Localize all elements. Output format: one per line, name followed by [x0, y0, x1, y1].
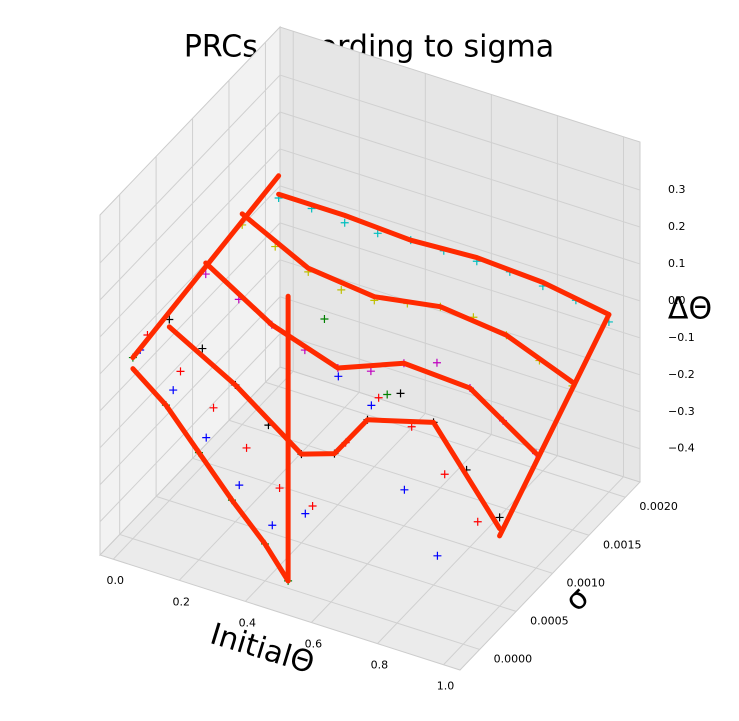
x-tick-label: 0.8: [371, 659, 389, 672]
grid-line: [279, 185, 641, 302]
fit-line: [166, 324, 503, 532]
grid-line: [279, 296, 641, 413]
fit-line: [276, 191, 612, 318]
z-tick-label: −0.3: [668, 405, 695, 418]
data-point: [400, 485, 409, 494]
data-point: [340, 218, 349, 227]
fit-line: [497, 312, 612, 539]
z-tick-label: 0.1: [668, 257, 686, 270]
data-point: [373, 229, 382, 238]
grid-line: [99, 74, 281, 264]
data-point: [301, 509, 310, 518]
y-tick-label: 0.0005: [530, 614, 569, 627]
data-point: [383, 390, 392, 399]
x-axis-label: InitialΘ: [206, 617, 318, 682]
grid-line: [279, 148, 641, 265]
y-tick-label: 0.0000: [494, 652, 533, 665]
data-point: [433, 551, 442, 560]
z-tick-label: −0.4: [668, 442, 695, 455]
data-point: [308, 501, 317, 510]
data-point: [495, 513, 504, 522]
grid-line: [99, 259, 281, 449]
z-tick-label: 0.2: [668, 220, 686, 233]
data-point: [268, 521, 277, 530]
data-point: [235, 481, 244, 490]
data-point: [242, 443, 251, 452]
grid-line: [443, 476, 624, 666]
grid-line: [244, 413, 426, 602]
z-tick-label: −0.2: [668, 368, 695, 381]
grid-line: [279, 222, 641, 339]
data-point: [407, 422, 416, 431]
x-tick-label: 1.0: [437, 680, 455, 693]
grid-line: [279, 333, 641, 450]
fit-line: [239, 211, 575, 385]
data-point: [366, 367, 375, 376]
x-tick-label: 0.6: [305, 638, 323, 651]
grid-line: [279, 74, 641, 191]
data-point: [176, 367, 185, 376]
z-tick-label: 0.3: [668, 183, 686, 196]
data-point: [337, 285, 346, 294]
data-point: [209, 403, 218, 412]
grid-line: [119, 533, 480, 650]
data-point: [275, 484, 284, 493]
x-tick-label: 0.0: [106, 574, 124, 587]
data-point: [374, 393, 383, 402]
data-point: [367, 401, 376, 410]
z-axis-label: ΔΘ: [668, 292, 712, 327]
z-tick-label: −0.1: [668, 331, 695, 344]
y-tick-label: 0.0020: [639, 500, 678, 513]
grid-line: [279, 111, 641, 228]
grid-line: [99, 148, 281, 338]
y-tick-label: 0.0010: [567, 576, 606, 589]
data-point: [169, 386, 178, 395]
x-tick-label: 0.4: [239, 616, 257, 629]
grid-line: [112, 370, 294, 560]
data-point: [473, 517, 482, 526]
y-tick-label: 0.0015: [603, 538, 642, 551]
fit-line: [203, 260, 539, 456]
data-point: [165, 315, 174, 324]
grid-line: [178, 391, 360, 581]
data-point: [198, 344, 207, 353]
grid-line: [99, 222, 281, 412]
grid-line: [377, 455, 558, 644]
x-tick-label: 0.2: [173, 595, 191, 608]
fit-line: [130, 173, 282, 361]
data-point: [396, 389, 405, 398]
data-point: [202, 433, 211, 442]
data-point: [440, 470, 449, 479]
grid-line: [99, 111, 281, 301]
z-tick-label: 0.0: [668, 294, 686, 307]
data-point: [432, 358, 441, 367]
grid-line: [155, 495, 517, 612]
data-point: [201, 270, 210, 279]
grid-line: [99, 333, 281, 523]
grid-line: [192, 457, 553, 574]
fit-line: [130, 366, 291, 584]
data-point: [334, 372, 343, 381]
data-point: [320, 314, 329, 323]
grid-line: [99, 296, 281, 486]
